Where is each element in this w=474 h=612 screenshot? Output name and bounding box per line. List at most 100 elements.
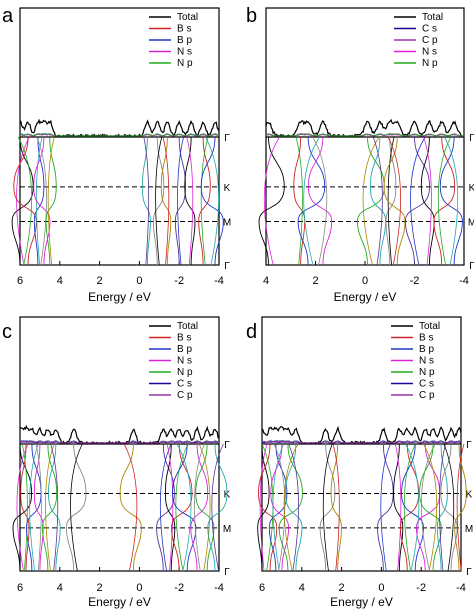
dos-curve [265,118,464,138]
legend-entry: C s [419,379,434,390]
band-line [171,443,193,572]
x-tick-label: -4 [456,582,466,594]
kpoint-label: M [465,524,473,535]
dos-curve [19,440,220,444]
band-line [162,136,170,266]
legend-entry: B p [419,344,434,355]
legend-entry: C s [422,24,437,35]
x-tick-label: 6 [17,275,23,287]
x-tick-label: 6 [259,582,265,594]
band-line [172,443,197,572]
band-line [283,443,299,572]
x-tick-label: 2 [97,582,103,594]
band-line [190,443,209,572]
band-line [383,136,406,266]
dos-curve [19,133,220,137]
legend-entry: Total [177,12,198,23]
band-line [50,443,59,572]
band-line [47,136,55,266]
band-line [45,443,55,572]
band-line [385,136,397,266]
x-tick-label: -4 [214,275,224,287]
band-line [312,136,328,266]
x-tick-label: 4 [57,582,63,594]
x-axis-title: Energy / eV [330,595,393,609]
band-line [48,443,61,572]
band-line [293,136,306,266]
legend-entry: Total [177,321,198,332]
kpoint-label: Γ [224,440,230,451]
band-line [387,136,395,266]
band-line [70,443,83,572]
band-line [454,443,467,572]
band-line [258,136,285,266]
panel-label: b [246,5,257,27]
band-line [258,443,278,572]
x-tick-label: -2 [416,582,426,594]
band-line [420,136,435,266]
panel-label: d [246,321,257,343]
band-line [420,443,436,572]
band-line [184,136,196,266]
band-line [16,136,30,266]
band-line [200,136,224,266]
x-tick-label: 0 [136,582,142,594]
kpoint-label: M [223,217,231,228]
dos-curve [261,440,462,444]
kpoint-label: Γ [224,261,230,272]
band-line [423,136,432,266]
band-line [270,443,290,572]
band-line [195,443,215,572]
x-tick-label: 4 [299,582,305,594]
band-line [33,136,45,266]
band-line [369,136,387,266]
band-line [35,443,42,572]
band-line [295,136,303,266]
legend-entry: Total [422,12,443,23]
x-tick-label: 6 [17,582,23,594]
band-line [387,136,401,266]
band-line [155,136,163,266]
band-line [393,443,404,572]
band-line [263,136,280,266]
band-line [175,443,189,572]
band-line [319,443,336,572]
band-line [13,136,37,266]
band-line [285,443,303,572]
x-axis-title: Energy / eV [334,290,397,304]
legend-entry: N p [419,367,435,378]
band-line [11,136,34,266]
band-line [330,443,342,572]
band-line [377,443,394,572]
band-line [20,443,30,572]
band-line [394,443,402,572]
kpoint-label: M [468,217,474,228]
band-line [259,443,268,572]
panel-label: a [2,5,14,27]
x-tick-label: 4 [263,275,269,287]
x-tick-label: -2 [410,275,420,287]
band-line [444,136,459,266]
band-line [33,443,44,572]
band-line [423,443,438,572]
x-axis-title: Energy / eV [88,290,151,304]
dos-curve [19,424,220,444]
band-line [404,136,431,266]
x-tick-label: 2 [339,582,345,594]
x-tick-label: 4 [57,275,63,287]
band-line [356,136,385,266]
band-line [21,443,28,572]
panel-label: c [2,321,12,343]
legend-entry: C s [177,379,192,390]
band-line [29,443,39,572]
band-line [399,443,420,572]
legend-entry: B s [177,333,191,344]
band-line [156,443,175,572]
band-line [176,443,192,572]
band-line [372,136,383,266]
legend-entry: N s [419,356,434,367]
